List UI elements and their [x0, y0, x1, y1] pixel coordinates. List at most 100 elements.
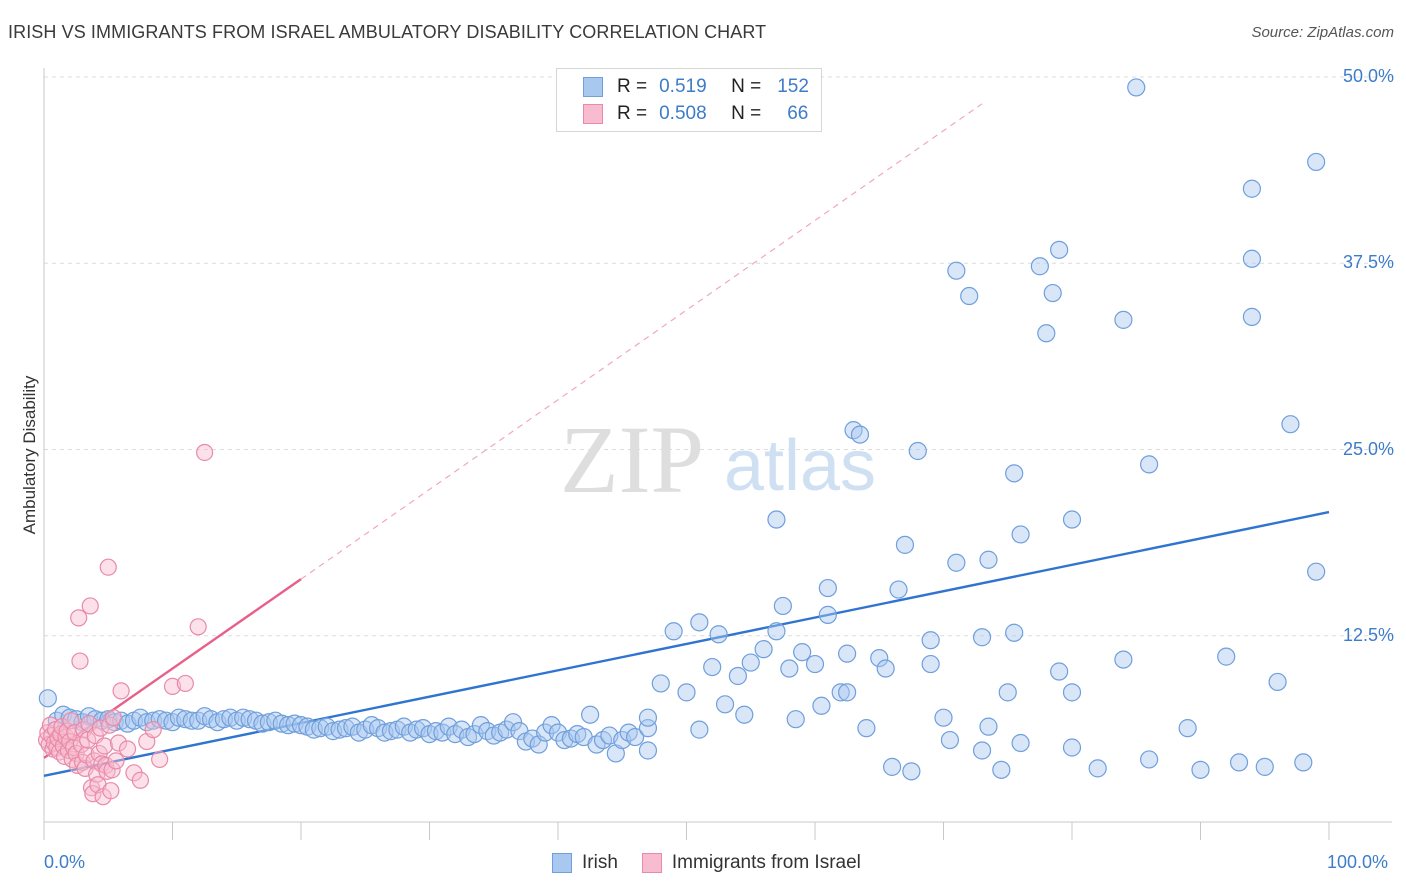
- irish-point: [876, 659, 895, 678]
- irish-point: [1127, 78, 1146, 97]
- irish-point: [972, 628, 992, 647]
- irish-point: [735, 705, 754, 724]
- irish-point: [625, 727, 645, 747]
- irish-point: [773, 596, 792, 616]
- irish-point: [786, 710, 805, 729]
- irish-point: [1030, 257, 1049, 276]
- irish-point: [812, 696, 831, 715]
- y-tick-label: 25.0%: [1342, 438, 1394, 459]
- watermark: ZIP atlas: [560, 406, 876, 513]
- irish-point: [638, 741, 658, 760]
- source-credit: Source: ZipAtlas.com: [1251, 24, 1394, 41]
- irish-point: [882, 757, 902, 776]
- irish-point: [767, 510, 786, 529]
- irish-point: [272, 714, 291, 733]
- irish-point: [1217, 647, 1236, 666]
- irish-point: [1191, 760, 1210, 779]
- israel-trend-line: [43, 578, 302, 759]
- irish-point: [503, 713, 523, 732]
- irish-point: [850, 425, 870, 444]
- irish-point: [979, 550, 998, 569]
- irish-point: [1307, 562, 1326, 581]
- israel-point: [109, 734, 128, 752]
- irish-point: [805, 654, 825, 674]
- irish-point: [780, 659, 799, 678]
- legend-n-value: 152: [777, 76, 809, 97]
- legend-n-label: N =: [731, 103, 762, 124]
- israel-point: [70, 609, 88, 627]
- irish-point: [1088, 759, 1107, 778]
- irish-point: [703, 657, 722, 677]
- irish-point: [754, 640, 773, 659]
- irish-point: [1242, 307, 1262, 326]
- legend-n-value: 66: [787, 103, 809, 124]
- irish-point: [857, 719, 876, 738]
- israel-point: [95, 737, 113, 755]
- irish-point: [1294, 753, 1313, 772]
- irish-point: [1307, 152, 1326, 172]
- irish-point: [889, 580, 908, 599]
- legend-swatch-israel: [583, 104, 603, 124]
- irish-point: [992, 760, 1011, 779]
- irish-point: [664, 622, 683, 641]
- irish-point: [38, 689, 57, 708]
- israel-point: [163, 677, 182, 696]
- irish-point: [279, 716, 298, 735]
- legend-item-israel[interactable]: Immigrants from Israel: [641, 852, 861, 874]
- series-legend: Irish Immigrants from Israel: [552, 852, 885, 874]
- legend-label-israel: Immigrants from Israel: [671, 852, 861, 873]
- irish-point: [1139, 455, 1159, 474]
- axes: [43, 68, 1392, 840]
- y-tick-label: 50.0%: [1342, 66, 1394, 86]
- y-tick-label: 37.5%: [1342, 252, 1394, 273]
- israel-points: [37, 443, 214, 806]
- irish-point: [818, 605, 837, 624]
- irish-point: [793, 643, 812, 662]
- irish-point: [1062, 510, 1082, 529]
- legend-r-value: 0.508: [659, 103, 707, 124]
- irish-point: [638, 719, 658, 738]
- irish-point: [581, 705, 600, 724]
- legend-label-irish: Irish: [582, 852, 618, 873]
- irish-point: [972, 741, 992, 760]
- irish-point: [934, 708, 953, 727]
- irish-point: [921, 654, 940, 674]
- watermark-atlas: atlas: [724, 426, 876, 506]
- irish-point: [838, 683, 857, 702]
- irish-point: [1062, 738, 1082, 757]
- irish-point: [838, 644, 857, 663]
- irish-point: [767, 622, 786, 641]
- irish-point: [1139, 750, 1159, 769]
- israel-point: [107, 752, 125, 770]
- irish-point: [1011, 733, 1030, 753]
- israel-point: [103, 761, 121, 779]
- israel-point: [104, 709, 122, 727]
- legend-swatch-irish: [552, 853, 572, 873]
- irish-point: [690, 720, 709, 739]
- legend-item-irish[interactable]: Irish: [552, 852, 618, 874]
- grid-lines: [44, 76, 1392, 637]
- legend-r-value: 0.519: [659, 76, 707, 97]
- irish-point: [651, 674, 670, 693]
- irish-point: [1114, 310, 1133, 329]
- irish-point: [690, 613, 709, 632]
- x-tick-max: 100.0%: [1327, 852, 1389, 872]
- y-tick-label: 12.5%: [1342, 624, 1394, 645]
- legend-r-label: R =: [617, 76, 648, 97]
- irish-point: [1242, 249, 1262, 268]
- legend-row-israel: R = 0.508 N = 66: [583, 102, 808, 126]
- irish-point: [1043, 283, 1062, 303]
- irish-point: [1037, 324, 1056, 343]
- irish-point: [870, 648, 889, 668]
- stats-legend: R = 0.519 N = 152 R = 0.508 N = 66: [556, 68, 822, 132]
- irish-point: [979, 717, 998, 736]
- legend-r-label: R =: [617, 103, 648, 124]
- irish-point: [908, 441, 927, 461]
- irish-point: [998, 683, 1017, 702]
- israel-point: [99, 558, 117, 576]
- irish-point: [831, 683, 850, 702]
- irish-point: [940, 730, 960, 750]
- irish-point: [741, 653, 760, 672]
- israel-point: [81, 597, 99, 615]
